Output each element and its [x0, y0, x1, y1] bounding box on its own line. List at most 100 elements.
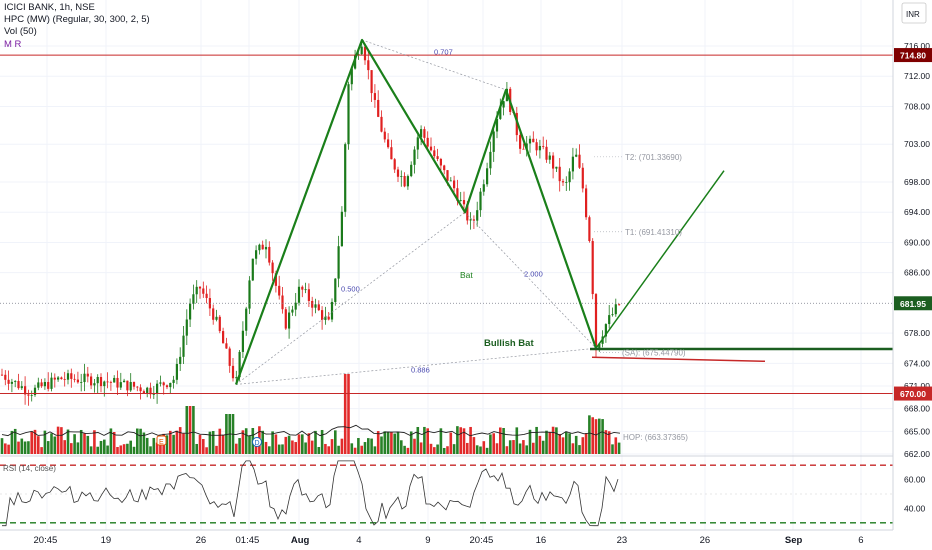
volume-bar [307, 433, 311, 454]
candle-body [96, 377, 99, 384]
volume-bar [218, 428, 222, 454]
volume-hop-label: HOP: (663.37365) [623, 433, 688, 442]
candle-body [126, 380, 129, 391]
price-badge-label: 714.80 [900, 51, 926, 61]
price-tick-label: 674.00 [904, 358, 930, 368]
price-axis-bg [893, 0, 932, 550]
candle-body [618, 304, 621, 306]
candle-body [420, 129, 423, 138]
volume-bar [182, 433, 185, 454]
price-badge-last [894, 296, 932, 311]
volume-bar [112, 432, 116, 454]
candle-body [370, 70, 373, 94]
candle-body [235, 377, 238, 379]
volume-bar [357, 438, 360, 454]
volume-bar [27, 441, 30, 454]
volume-bar [142, 432, 146, 454]
candle-body [103, 381, 106, 387]
volume-bar [327, 446, 330, 454]
volume-bar [172, 434, 175, 454]
candle-body [261, 244, 264, 250]
volume-bar [353, 447, 357, 454]
volume-bar [518, 443, 522, 454]
candle-body [182, 335, 185, 357]
volume-bar [535, 426, 538, 454]
volume-bar [50, 433, 53, 454]
candle-body [327, 316, 330, 320]
candle-body [502, 101, 505, 108]
legend-indicator-line[interactable]: HPC (MW) (Regular, 30, 300, 2, 5) [4, 14, 150, 25]
volume-bar [330, 439, 334, 454]
time-tick-label: 6 [858, 535, 863, 546]
volume-bar [390, 432, 393, 454]
volume-bar [261, 430, 264, 454]
time-tick-label: Aug [291, 535, 310, 546]
time-tick-label: 23 [617, 535, 628, 546]
candle-body [169, 382, 172, 388]
candle-body [198, 286, 202, 289]
candle-body [106, 381, 109, 383]
price-tick-label: 712.00 [904, 71, 930, 81]
volume-bar [165, 435, 169, 454]
volume-bar [188, 406, 192, 454]
volume-bar [617, 442, 621, 454]
volume-ma-line [1, 424, 621, 437]
volume-bar [429, 443, 433, 454]
projection-line [595, 170, 725, 349]
candle-body [535, 142, 538, 151]
candle-body [363, 46, 367, 61]
volume-bar [159, 442, 162, 454]
candle-body [545, 146, 548, 160]
volume-bar [456, 426, 459, 454]
rsi-tick-label: 40.00 [904, 503, 926, 513]
volume-bar [548, 432, 552, 454]
volume-bar [70, 443, 73, 454]
volume-bar [584, 433, 588, 454]
candle-body [14, 380, 17, 382]
candle-body [472, 219, 475, 221]
candle-body [393, 159, 396, 170]
price-tick-label: 698.00 [904, 177, 930, 187]
volume-bar [66, 429, 70, 454]
candle-body [142, 391, 145, 393]
target-label: (SA): (675.44790) [622, 348, 686, 357]
rsi-tick-label: 60.00 [904, 475, 926, 485]
candle-body [53, 377, 56, 380]
candle-body [195, 286, 198, 295]
volume-bar [215, 445, 218, 454]
candle-body [433, 150, 436, 157]
price-badge-resistance [894, 48, 932, 63]
volume-bar [83, 433, 86, 454]
legend-volume-line[interactable]: Vol (50) [4, 26, 37, 37]
bat-stop-level [591, 356, 766, 363]
candle-body [40, 382, 43, 387]
candle-body [17, 380, 20, 389]
earnings-icon-label: E [159, 439, 164, 446]
legend-mr-line[interactable]: M R [4, 39, 22, 50]
candle-body [90, 376, 93, 386]
price-badge-label: 681.95 [900, 299, 926, 309]
volume-bar [301, 434, 304, 454]
legend-symbol-line[interactable]: ICICI BANK, 1h, NSE [4, 2, 95, 13]
pattern-ratio-label: 0.707 [434, 47, 453, 56]
volume-bar [386, 431, 390, 454]
volume-bar [416, 426, 420, 454]
volume-bar [614, 437, 618, 454]
candle-body [73, 378, 76, 380]
pattern-ratio-line [464, 211, 597, 349]
volume-bar [145, 437, 149, 454]
volume-bar [413, 438, 416, 454]
candle-body [350, 68, 353, 85]
volume-bar [433, 447, 436, 454]
candle-body [278, 285, 281, 296]
candle-body [238, 351, 241, 378]
candle-body [60, 377, 63, 380]
volume-bar [363, 442, 367, 454]
candle-body [373, 93, 376, 100]
candle-body [202, 288, 205, 294]
candle-body [347, 84, 350, 145]
volume-bar [466, 442, 469, 454]
volume-bar [192, 406, 195, 454]
candle-body [27, 394, 30, 396]
